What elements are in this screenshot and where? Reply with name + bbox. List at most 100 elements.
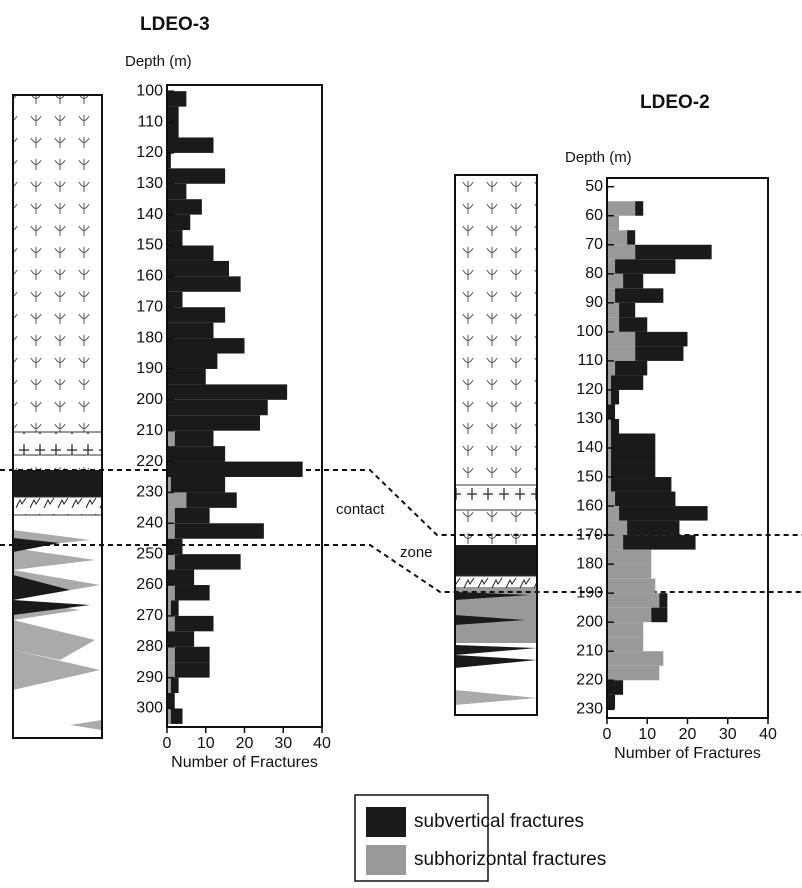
bar (627, 230, 635, 245)
bar (635, 332, 687, 347)
bar (607, 201, 635, 216)
bar (607, 274, 623, 289)
y-tick-label: 60 (585, 207, 603, 224)
bar (167, 616, 175, 631)
y-tick-label: 130 (576, 410, 603, 427)
bar (167, 446, 225, 461)
bar (607, 303, 619, 318)
legend-swatch (366, 807, 406, 837)
bar (167, 137, 214, 152)
bar (607, 695, 615, 710)
y-tick-label: 120 (136, 144, 163, 161)
bar (167, 647, 175, 662)
x-axis-label: Number of Fractures (171, 754, 318, 771)
y-tick-label: 80 (585, 265, 603, 282)
bar (167, 539, 183, 554)
bar (623, 535, 695, 550)
y-tick-label: 220 (576, 671, 603, 688)
y-tick-label: 260 (136, 576, 163, 593)
x-tick-label: 0 (163, 735, 172, 752)
y-tick-label: 230 (136, 484, 163, 501)
bar (607, 317, 619, 332)
bar (171, 477, 225, 492)
bar (167, 492, 186, 507)
bar (635, 346, 683, 361)
bar (615, 288, 663, 303)
legend-label: subvertical fractures (414, 811, 584, 832)
bar (659, 593, 667, 608)
bar (611, 448, 655, 463)
bar (607, 216, 619, 231)
bar (171, 678, 179, 693)
bar (167, 230, 183, 245)
bar (167, 292, 183, 307)
bar (607, 608, 651, 623)
bar (167, 122, 179, 137)
bar (167, 199, 202, 214)
bar (175, 431, 214, 446)
bar (167, 462, 303, 477)
bar (607, 535, 623, 550)
bar (175, 585, 210, 600)
y-axis-label: Depth (m) (125, 53, 192, 70)
lithology-column (13, 95, 102, 738)
y-tick-label: 150 (576, 468, 603, 485)
bar (607, 361, 615, 376)
bar (607, 651, 663, 666)
bar (619, 506, 708, 521)
bar (167, 338, 245, 353)
bar (167, 354, 217, 369)
y-tick-label: 220 (136, 453, 163, 470)
bar (167, 662, 175, 677)
bar (607, 637, 643, 652)
bar (619, 317, 647, 332)
bar (607, 666, 659, 681)
y-tick-label: 190 (576, 584, 603, 601)
y-tick-label: 110 (137, 113, 163, 130)
bar (607, 564, 651, 579)
bar (167, 369, 206, 384)
bar (167, 400, 268, 415)
bar (607, 230, 627, 245)
x-tick-label: 0 (603, 726, 612, 743)
y-tick-label: 200 (136, 391, 163, 408)
bar (627, 521, 679, 536)
y-tick-label: 200 (576, 613, 603, 630)
bar (167, 168, 225, 183)
bar (175, 662, 210, 677)
bar (167, 631, 194, 646)
y-tick-label: 50 (585, 178, 603, 195)
y-tick-label: 300 (136, 700, 163, 717)
annotation: zone (400, 544, 433, 561)
bar (607, 346, 635, 361)
bar (175, 523, 264, 538)
bar (607, 550, 651, 565)
bar (167, 415, 260, 430)
bar (607, 404, 615, 419)
bar (611, 419, 619, 434)
bar (607, 259, 615, 274)
bar (167, 585, 175, 600)
annotation: contact (336, 501, 385, 518)
bar (623, 274, 643, 289)
bar (607, 622, 643, 637)
bar (175, 508, 210, 523)
y-tick-label: 100 (576, 323, 603, 340)
bar (607, 492, 615, 507)
bar (651, 608, 667, 623)
bar (167, 276, 241, 291)
x-tick-label: 20 (679, 726, 697, 743)
y-tick-label: 280 (136, 638, 163, 655)
y-tick-label: 210 (576, 642, 603, 659)
y-tick-label: 140 (136, 206, 163, 223)
bar (611, 390, 619, 405)
y-tick-label: 180 (576, 555, 603, 572)
bar (607, 245, 635, 260)
y-tick-label: 240 (136, 515, 163, 532)
y-tick-label: 110 (577, 352, 603, 369)
bar (607, 579, 655, 594)
y-tick-label: 170 (136, 298, 163, 315)
y-tick-label: 210 (136, 422, 163, 439)
x-tick-label: 10 (638, 726, 656, 743)
y-tick-label: 160 (576, 497, 603, 514)
